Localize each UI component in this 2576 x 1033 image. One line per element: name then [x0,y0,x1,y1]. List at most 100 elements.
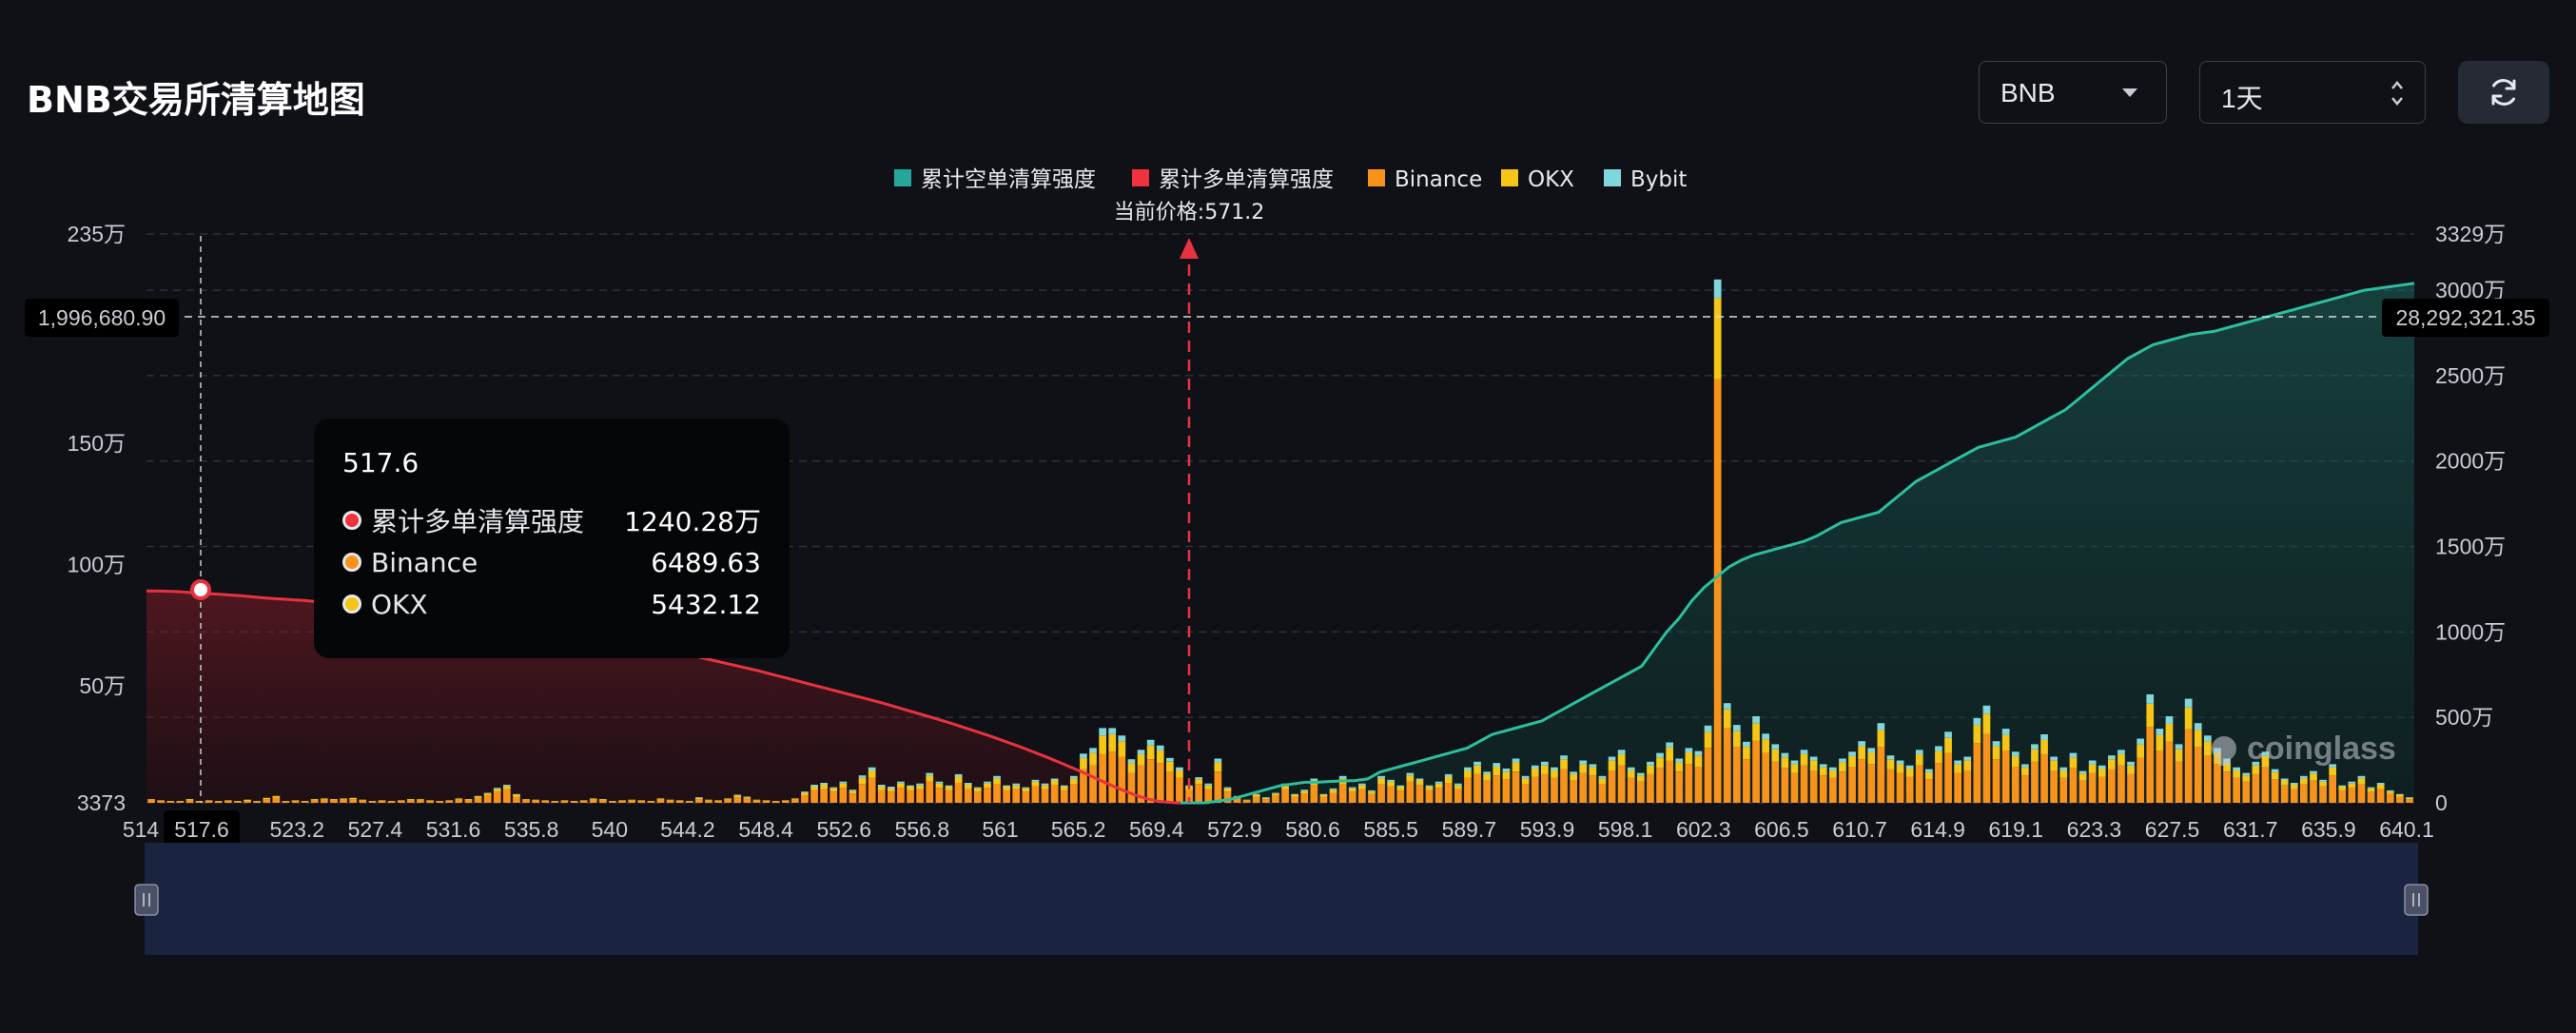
bar-segment [205,801,213,803]
bar-segment [1839,762,1846,772]
symbol-select[interactable]: BNB [1979,61,2167,124]
bar-segment [2242,772,2251,776]
bar-segment [589,799,597,803]
bar-segment [2300,778,2308,785]
navigator-handle[interactable] [134,884,159,916]
bar-segment [2357,778,2366,785]
bar-segment [1685,748,1693,752]
bar-segment [1176,777,1183,803]
bar-segment [195,801,204,802]
crosshair-x-value: 517.6 [174,817,229,842]
bar-segment [733,797,742,803]
bar-segment [1310,785,1318,803]
bar-segment [532,799,539,801]
bar-segment [1425,789,1434,803]
bar-segment [1176,770,1183,778]
bar-segment [1531,765,1539,769]
bar-segment [1992,741,2000,747]
bar-segment [705,799,712,801]
bar-segment [2329,775,2336,803]
bar-segment [263,797,271,800]
bar-segment [321,798,328,800]
bar-segment [166,801,175,803]
refresh-button[interactable] [2458,61,2549,124]
bar-segment [368,801,377,802]
bar-segment [1204,789,1213,803]
bar-segment [2204,735,2212,742]
bar-segment [1551,777,1558,803]
y-right-tick: 2500万 [2435,363,2506,388]
bar-segment [445,801,454,803]
bar-segment [1031,779,1040,782]
x-tick: 548.4 [738,817,793,842]
bar-segment [263,799,271,803]
bar-segment [656,798,665,800]
current-price-arrow [1180,238,1199,259]
bar-segment [1954,764,1961,773]
bar-segment [820,789,828,803]
bar-segment [234,801,242,802]
bar-segment [801,791,809,793]
bar-segment [849,789,857,791]
bar-segment [1080,769,1087,803]
bar-segment [964,783,972,785]
bar-segment [455,799,463,803]
bar-segment [397,801,405,803]
bar-segment [378,800,386,802]
bar-segment [1781,768,1789,803]
bar-segment [2001,729,2010,735]
bar-segment [1348,787,1356,789]
bar-segment [888,788,895,792]
bar-segment [2117,765,2125,803]
bar-segment [1521,784,1530,803]
bar-segment [2031,744,2039,750]
bar-segment [1214,758,1222,763]
interval-select[interactable]: 1天 [2199,61,2426,124]
bar-segment [1406,772,1415,776]
bar-segment [935,788,944,803]
bar-segment [2165,723,2174,742]
bar-segment [2367,787,2375,789]
bar-segment [888,787,895,789]
bar-segment [618,801,626,803]
x-tick: 614.9 [1910,817,1965,842]
bar-segment [858,784,867,803]
bar-segment [1541,765,1549,774]
bar-segment [560,801,569,803]
bar-segment [858,777,867,785]
bar-segment [2386,789,2394,792]
crosshair-right-value: 28,292,321.35 [2395,305,2535,330]
bar-segment [1050,778,1059,781]
bar-segment [1473,761,1481,766]
bar-segment [926,781,934,803]
bar-segment [2261,755,2270,767]
bar-segment [2280,778,2289,781]
bar-segment [310,799,319,801]
bar-segment [2031,749,2039,762]
bar-segment [954,776,963,783]
bar-segment [1031,781,1040,787]
bar-segment [675,800,684,802]
bar-segment [1781,752,1789,758]
bar-segment [1589,767,1597,776]
bar-segment [1070,784,1078,803]
bar-segment [1204,783,1213,786]
bar-segment [2223,771,2231,803]
bar-segment [436,801,443,802]
bar-segment [984,788,991,803]
bar-segment [147,799,155,803]
legend-label: 累计多单清算强度 [1159,167,1334,192]
bar-segment [1896,772,1904,803]
bar-segment [503,789,511,803]
bar-segment [810,787,818,790]
bar-segment [1118,756,1126,803]
bar-segment [1377,784,1385,803]
bar-segment [1982,705,1991,714]
chart-bars [147,279,2413,803]
bar-segment [560,800,569,802]
navigator-handle[interactable] [2404,884,2429,916]
bar-segment [2348,788,2356,803]
bar-segment [1637,772,1645,776]
bar-segment [2348,781,2356,784]
